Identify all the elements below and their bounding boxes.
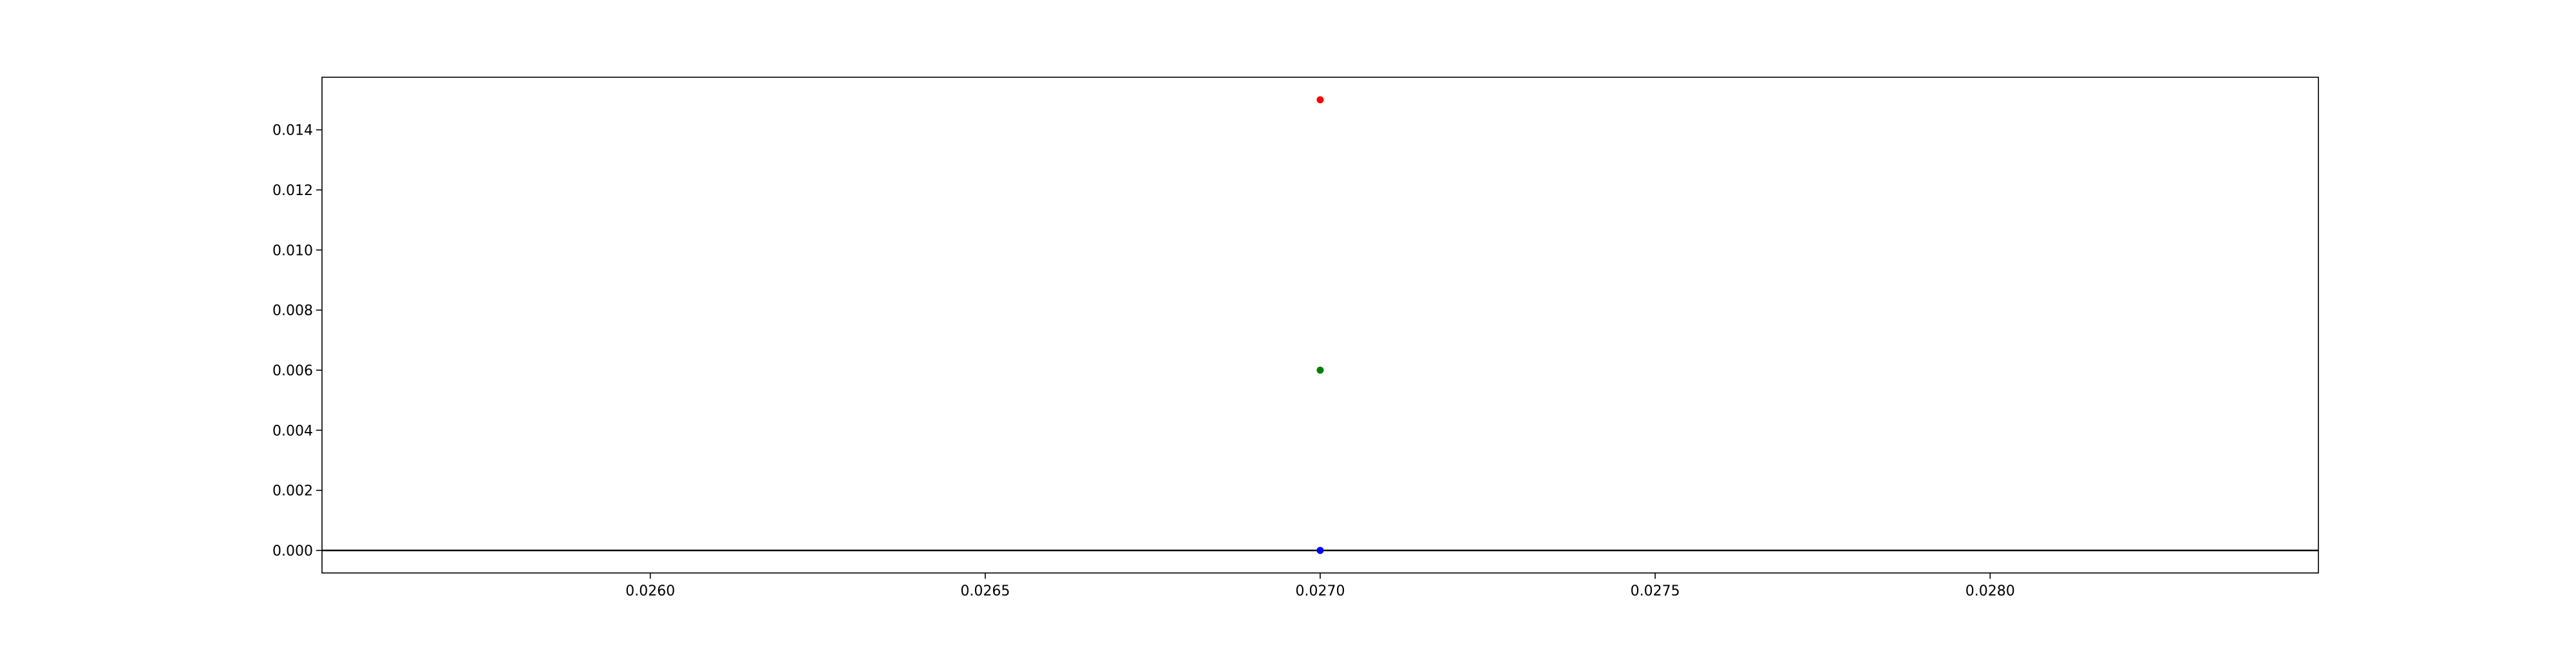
x-tick-label: 0.0270 <box>1296 583 1345 599</box>
y-tick-label: 0.008 <box>272 303 313 319</box>
y-tick-label: 0.012 <box>272 183 313 199</box>
x-tick-label: 0.0275 <box>1631 583 1680 599</box>
data-point <box>1316 366 1324 374</box>
data-point <box>1316 547 1324 554</box>
y-tick-label: 0.000 <box>272 543 313 559</box>
y-tick-label: 0.006 <box>272 363 313 379</box>
y-tick-label: 0.010 <box>272 243 313 259</box>
data-point <box>1316 96 1324 104</box>
x-tick-label: 0.0260 <box>625 583 675 599</box>
x-tick-label: 0.0265 <box>960 583 1010 599</box>
y-tick-label: 0.002 <box>272 483 313 500</box>
y-tick-label: 0.004 <box>272 423 313 439</box>
y-tick-label: 0.014 <box>272 123 313 139</box>
x-tick-label: 0.0280 <box>1965 583 2015 599</box>
plot-frame <box>321 77 2319 574</box>
